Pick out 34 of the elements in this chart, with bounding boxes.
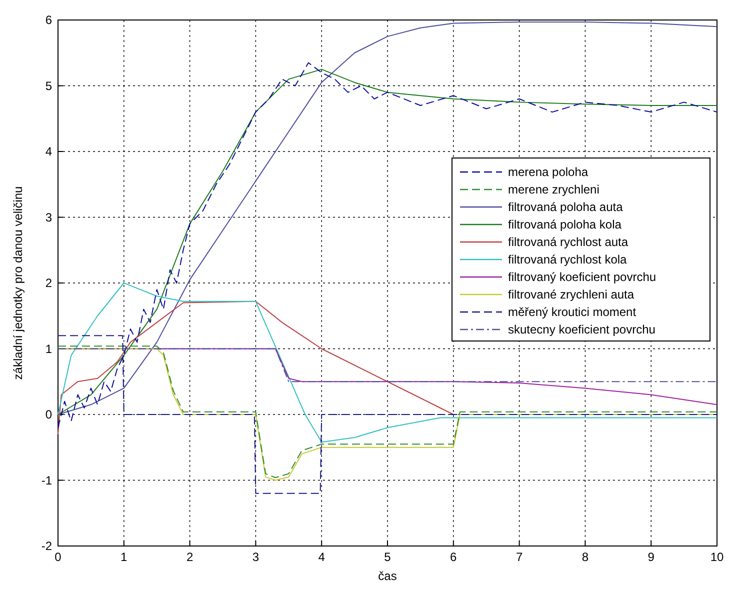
legend-label: merene zrychleni <box>508 182 600 196</box>
y-tick-label: 0 <box>45 408 52 422</box>
legend-label: filtrovaná rychlost kola <box>508 252 628 266</box>
legend-label: filtrované zrychleni auta <box>508 288 634 302</box>
y-axis-title: základní jednotky pro danou veličinu <box>11 186 25 380</box>
y-tick-label: 3 <box>45 210 52 224</box>
legend-label: merena poloha <box>508 165 588 179</box>
x-tick-label: 6 <box>450 550 458 564</box>
y-tick-label: 5 <box>45 78 52 93</box>
y-tick-label: -1 <box>41 473 52 488</box>
legend-label: filtrovaná poloha auta <box>508 200 624 214</box>
x-tick-label: 4 <box>318 550 326 564</box>
x-tick-label: 1 <box>120 550 128 564</box>
legend-label: filtrovaný koeficient povrchu <box>508 270 656 284</box>
y-tick-label: -2 <box>41 539 52 553</box>
x-tick-label: 8 <box>582 550 589 564</box>
legend-label: filtrovaná poloha kola <box>508 218 622 232</box>
x-tick-label: 2 <box>186 550 194 564</box>
y-tick-label: 2 <box>45 276 52 290</box>
y-tick-label: 6 <box>45 13 52 27</box>
line-series <box>58 282 718 443</box>
legend-label: filtrovaná rychlost auta <box>508 235 628 249</box>
legend-label: skutecny koeficient povrchu <box>508 322 656 336</box>
y-tick-label: 4 <box>45 144 52 158</box>
x-tick-label: 9 <box>648 550 655 564</box>
x-tick-label: 5 <box>384 550 392 564</box>
x-axis-title: čas <box>378 569 397 583</box>
line-series <box>58 300 454 435</box>
x-tick-label: 3 <box>252 550 260 564</box>
x-tick-label: 0 <box>54 550 62 564</box>
legend-label: měřený kroutici moment <box>508 305 637 319</box>
x-tick-label: 7 <box>516 550 523 564</box>
x-tick-label: 10 <box>710 550 724 564</box>
y-tick-label: 1 <box>45 342 52 356</box>
